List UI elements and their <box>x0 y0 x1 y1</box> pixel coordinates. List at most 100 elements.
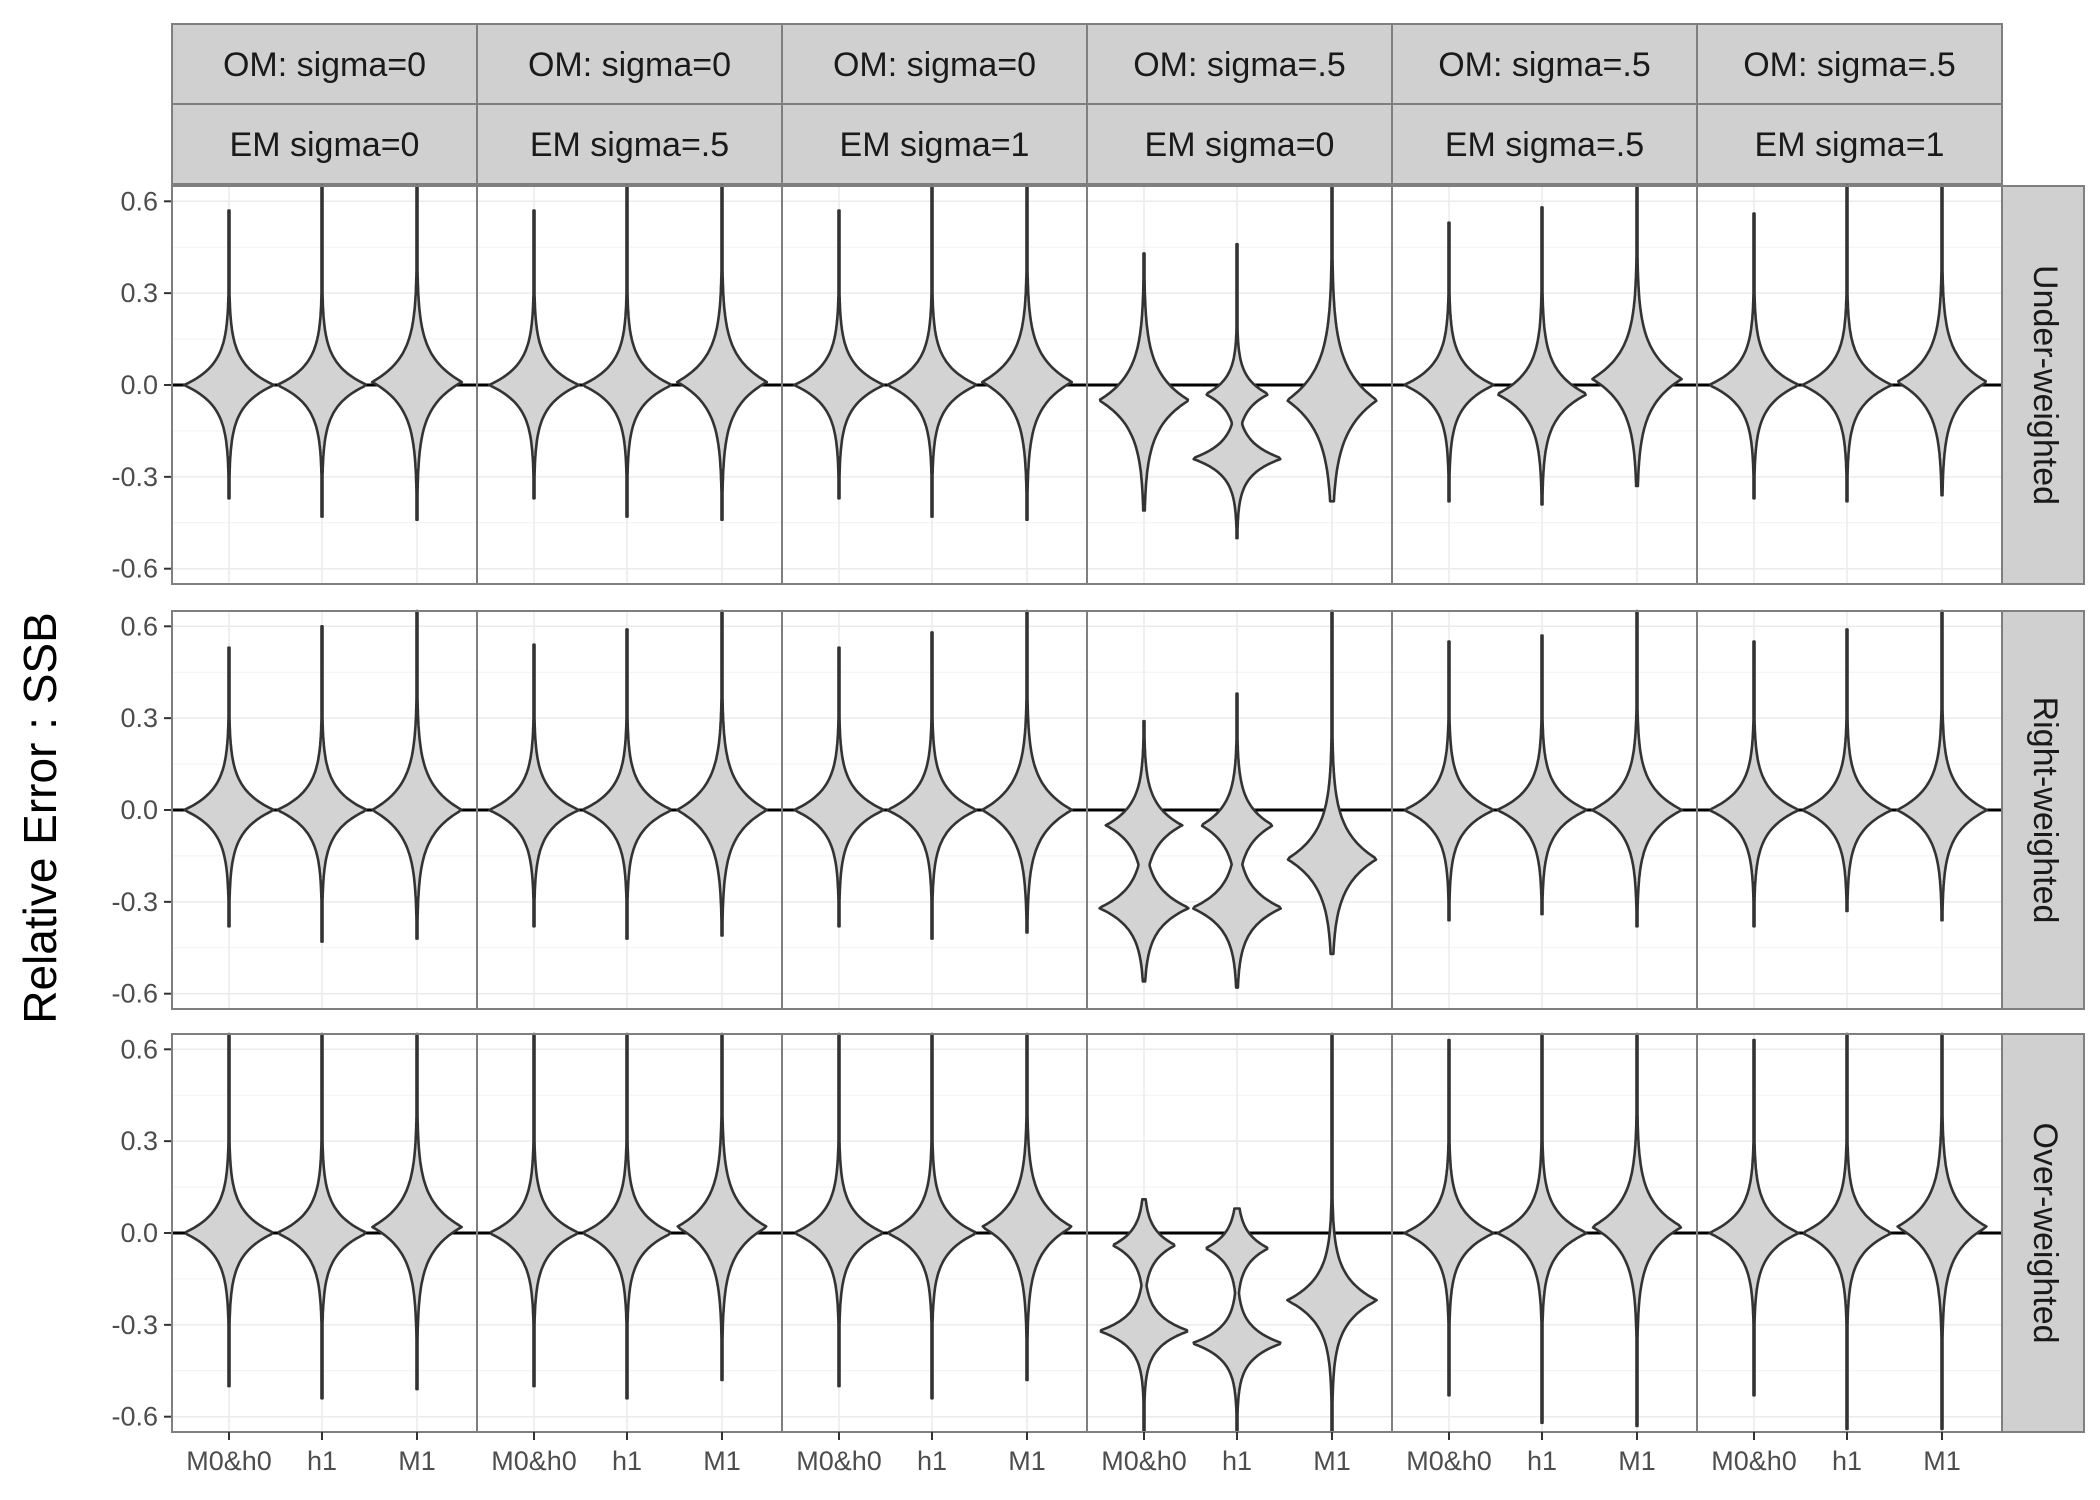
y-tick-label: -0.6 <box>111 554 158 584</box>
violin-m0h0 <box>183 646 275 928</box>
strip-em-label: EM sigma=.5 <box>530 126 729 164</box>
strip-em-bg <box>171 103 478 185</box>
violin-h1 <box>1496 634 1588 916</box>
violin-h1 <box>276 625 368 943</box>
y-tick-label: -0.3 <box>111 462 158 492</box>
violin-m0h0 <box>488 643 580 928</box>
x-tick-label: M0&h0 <box>796 1446 882 1476</box>
panel-border <box>1696 1033 2003 1433</box>
strip-em-label: EM sigma=.5 <box>1445 126 1644 164</box>
x-tick-label: M1 <box>703 1446 741 1476</box>
panel-border <box>1696 610 2003 1010</box>
panel <box>1391 184 1698 585</box>
strip-row-label: Over-weighted <box>2026 1122 2064 1343</box>
violin-h1 <box>886 631 978 940</box>
violin-m0h0 <box>1709 212 1799 500</box>
panel <box>1391 1032 1698 1433</box>
panel <box>171 609 478 1010</box>
violin-h1 <box>1192 242 1282 540</box>
x-tick-label: M0&h0 <box>186 1446 272 1476</box>
strip-om-label: OM: sigma=0 <box>223 46 426 84</box>
violin-m0h0 <box>1099 1198 1189 1434</box>
strip-em-label: EM sigma=0 <box>1145 126 1335 164</box>
violin-m0h0 <box>1403 221 1495 503</box>
y-tick-label: 0.0 <box>120 1218 158 1248</box>
x-tick-label: M0&h0 <box>491 1446 577 1476</box>
panel <box>171 1032 478 1433</box>
strip-om-label: OM: sigma=0 <box>833 46 1036 84</box>
panel-border <box>1696 185 2003 585</box>
x-tick-label: h1 <box>1222 1446 1252 1476</box>
y-tick-label: 0.3 <box>120 278 158 308</box>
y-tick-label: 0.3 <box>120 703 158 733</box>
panel <box>1696 609 2003 1010</box>
x-tick-label: M1 <box>398 1446 436 1476</box>
violin-m0h0 <box>487 209 581 500</box>
y-axis-title: Relative Error : SSB <box>14 612 66 1024</box>
x-tick-label: h1 <box>1527 1446 1557 1476</box>
strip-om-label: OM: sigma=.5 <box>1438 46 1651 84</box>
x-tick-label: h1 <box>612 1446 642 1476</box>
strip-em-bg <box>781 103 1088 185</box>
x-tick-label: h1 <box>1832 1446 1862 1476</box>
panel <box>1086 1032 1393 1434</box>
violin-h1 <box>1192 692 1282 989</box>
x-tick-label: M1 <box>1008 1446 1046 1476</box>
strip-row-bg <box>2001 1033 2085 1433</box>
panel <box>781 184 1088 585</box>
y-tick-label: -0.3 <box>111 887 158 917</box>
violin-h1 <box>582 628 672 940</box>
panel <box>476 1032 783 1433</box>
violin-m0h0 <box>793 646 885 928</box>
strip-om-label: OM: sigma=.5 <box>1133 46 1346 84</box>
strip-em-label: EM sigma=1 <box>840 126 1030 164</box>
x-tick-label: M1 <box>1618 1446 1656 1476</box>
strip-em-bg <box>476 103 783 185</box>
y-tick-label: -0.6 <box>111 1402 158 1432</box>
panel <box>476 609 783 1010</box>
strip-om-label: OM: sigma=.5 <box>1743 46 1956 84</box>
violin-m0h0 <box>1098 719 1190 983</box>
violin-m0h0 <box>1708 1038 1800 1397</box>
strip-row-label: Under-weighted <box>2026 265 2064 505</box>
strip-om-bg <box>1696 23 2003 105</box>
x-tick-label: M0&h0 <box>1101 1446 1187 1476</box>
panel <box>171 184 478 585</box>
y-tick-label: -0.3 <box>111 1310 158 1340</box>
y-tick-label: 0.3 <box>120 1126 158 1156</box>
violin-h1 <box>1802 628 1892 913</box>
strip-em-label: EM sigma=1 <box>1755 126 1945 164</box>
strip-em-bg <box>1696 103 2003 185</box>
strip-em-label: EM sigma=0 <box>230 126 420 164</box>
panel <box>1086 609 1393 1010</box>
x-tick-label: M0&h0 <box>1711 1446 1797 1476</box>
strip-em-bg <box>1086 103 1393 185</box>
violin-m0h0 <box>1403 1038 1495 1397</box>
x-tick-label: h1 <box>307 1446 337 1476</box>
x-tick-label: h1 <box>917 1446 947 1476</box>
panel <box>1696 1032 2003 1433</box>
violin-m0h0 <box>182 209 276 500</box>
y-tick-label: 0.6 <box>120 186 158 216</box>
panel <box>1696 184 2003 585</box>
y-tick-label: 0.0 <box>120 795 158 825</box>
x-tick-label: M1 <box>1923 1446 1961 1476</box>
y-tick-label: 0.6 <box>120 1034 158 1064</box>
strip-row-bg <box>2001 185 2085 585</box>
violin-m0h0 <box>1709 640 1799 928</box>
violin-h1 <box>1497 206 1587 506</box>
x-tick-label: M1 <box>1313 1446 1351 1476</box>
violin-h1 <box>1192 1207 1282 1434</box>
y-tick-label: -0.6 <box>111 979 158 1009</box>
strip-row-bg <box>2001 610 2085 1010</box>
strip-om-bg <box>171 23 478 105</box>
y-tick-label: 0.6 <box>120 611 158 641</box>
strip-em-bg <box>1391 103 1698 185</box>
violin-m0h0 <box>792 209 886 500</box>
panel <box>781 1032 1088 1433</box>
strip-om-bg <box>476 23 783 105</box>
y-tick-label: 0.0 <box>120 370 158 400</box>
violin-m0h0 <box>1403 640 1495 922</box>
violin-m0h0 <box>1098 252 1190 512</box>
panel <box>476 184 783 585</box>
